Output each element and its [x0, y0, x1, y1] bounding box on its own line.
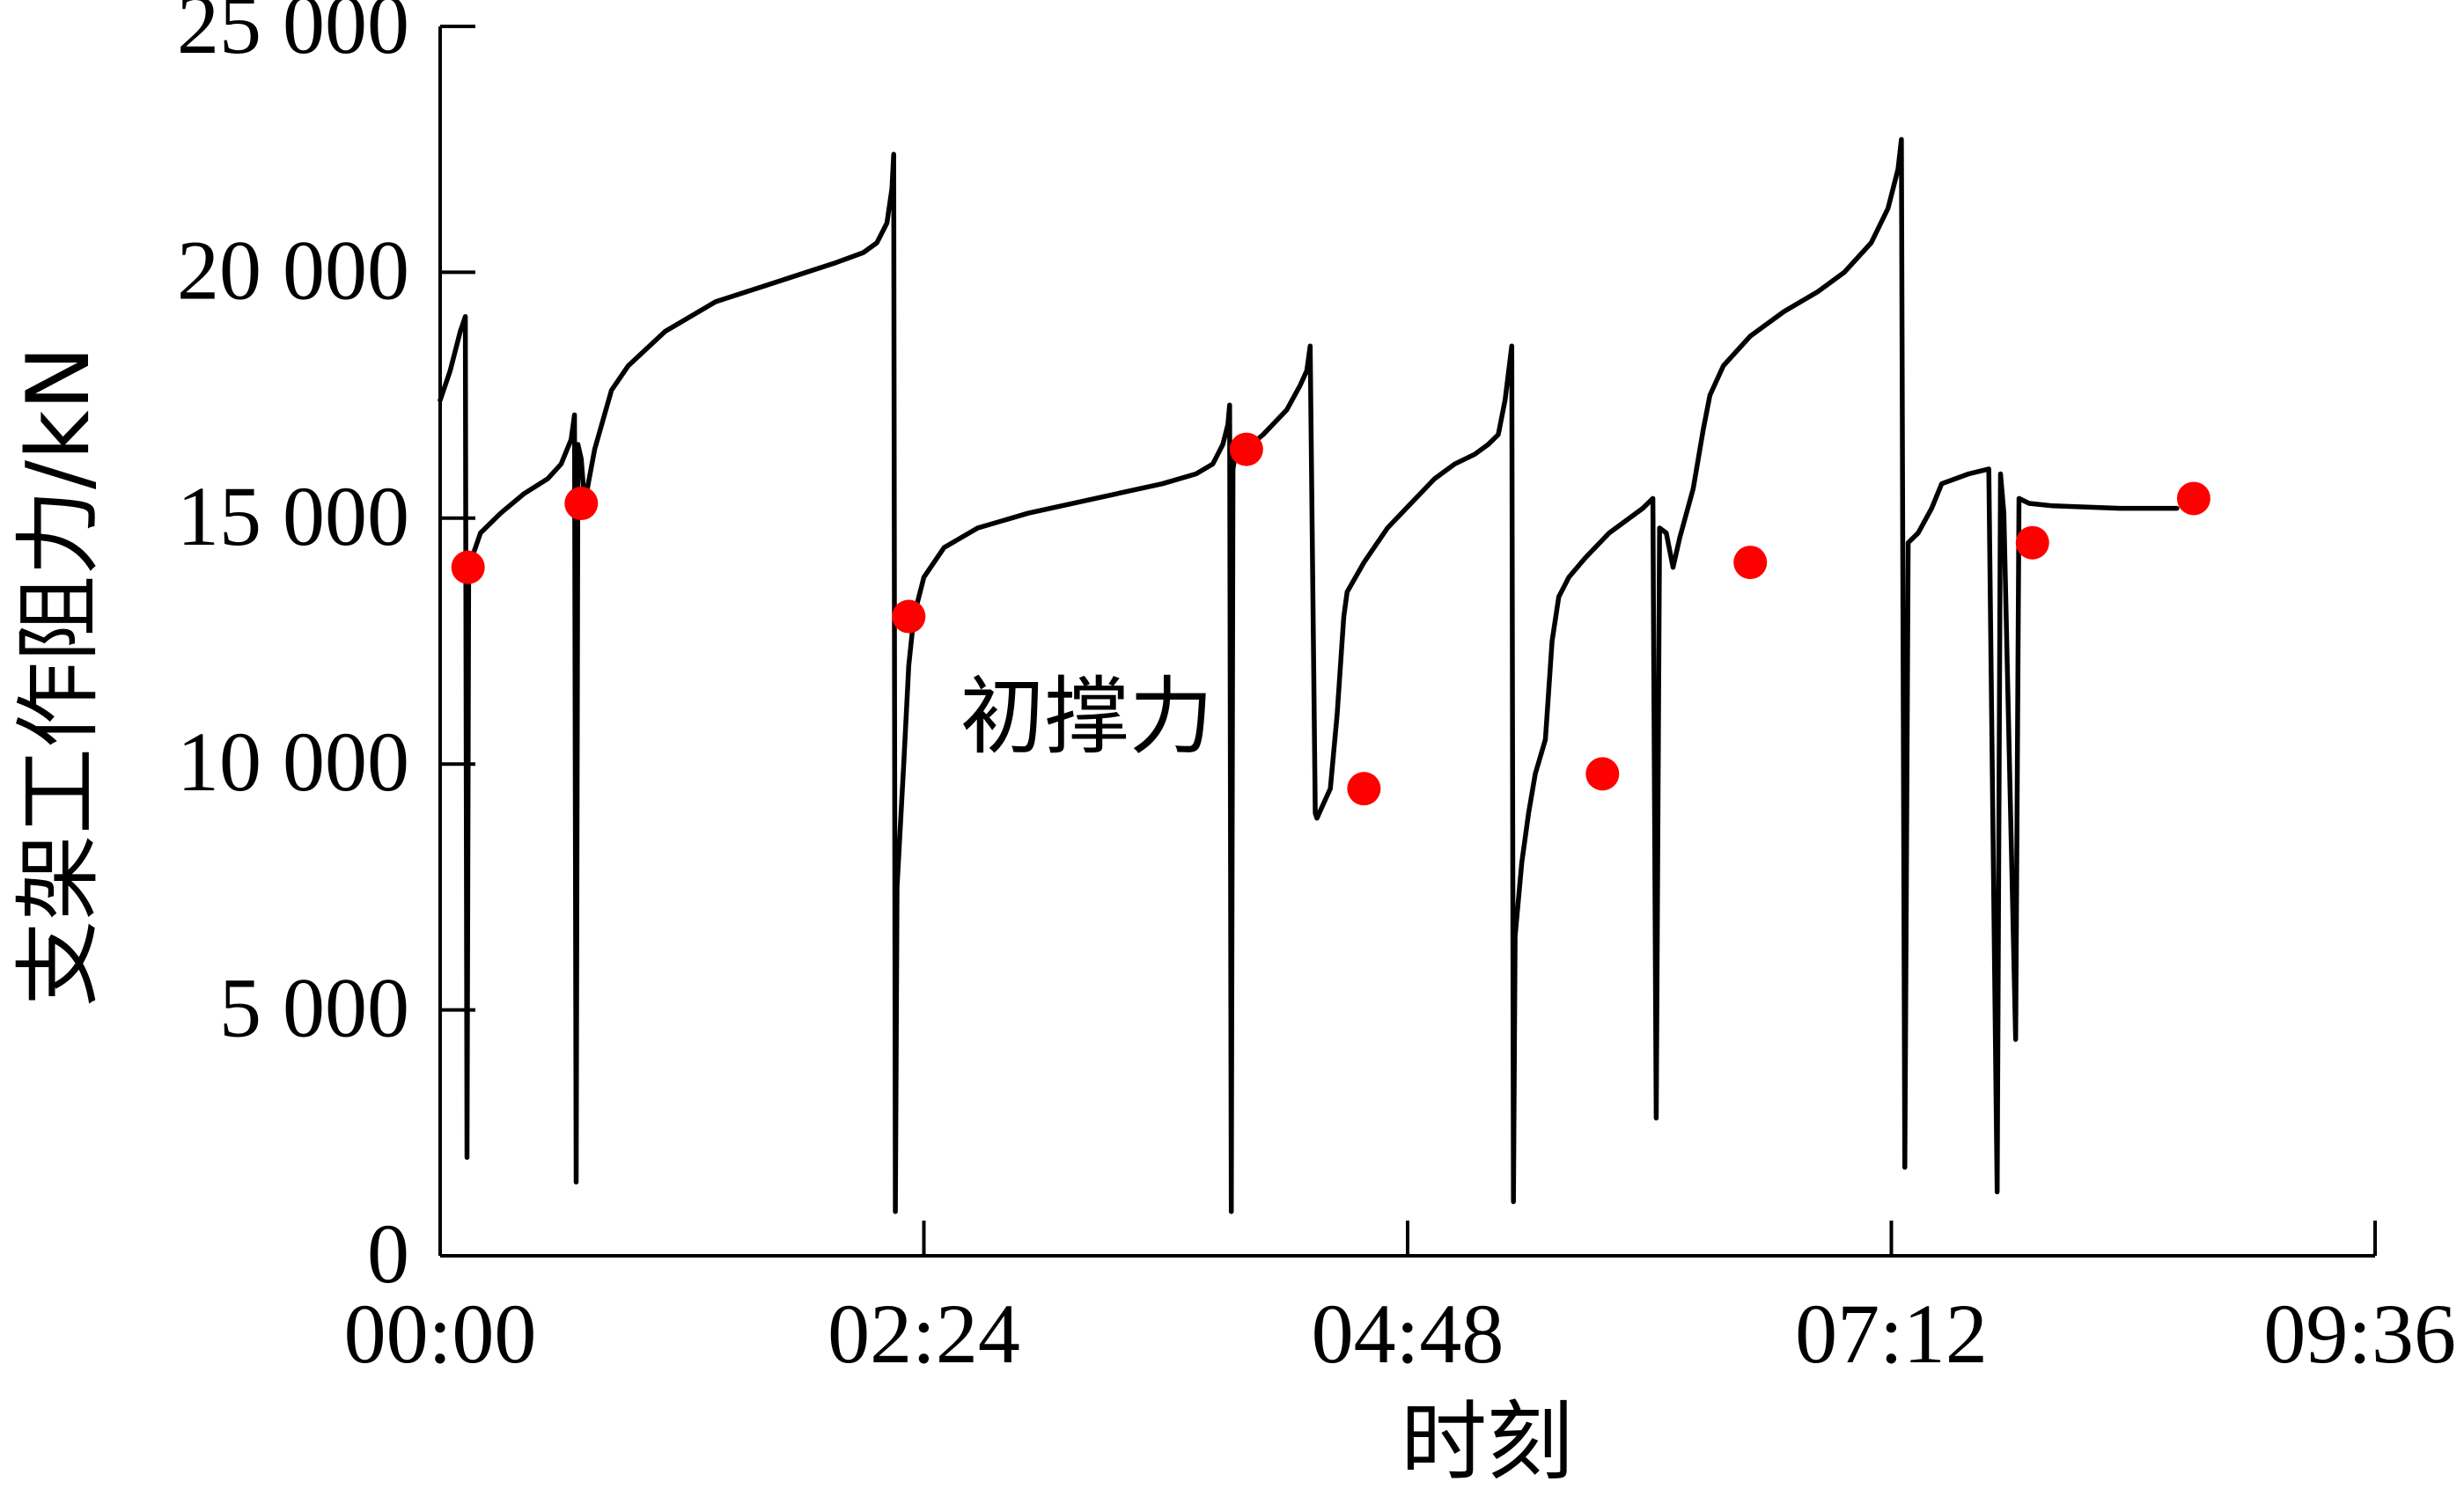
- initial-setting-force-marker: [2176, 481, 2210, 516]
- y-axis-ticks: 0 5 000 10 000 15 000 20 000 25 000: [177, 0, 475, 1301]
- initial-setting-force-marker: [1229, 432, 1263, 466]
- x-tick-label: 04:48: [1312, 1287, 1504, 1381]
- y-tick-label: 20 000: [177, 223, 409, 317]
- initial-setting-force-marker: [892, 599, 926, 634]
- y-tick-label: 25 000: [177, 0, 409, 71]
- x-tick-label: 07:12: [1795, 1287, 1988, 1381]
- initial-setting-force-markers: [451, 432, 2210, 806]
- y-tick-label: 0: [367, 1207, 409, 1301]
- x-tick-label: 00:00: [344, 1287, 537, 1381]
- x-tick-label: 09:36: [2263, 1287, 2456, 1381]
- initial-setting-force-marker: [564, 487, 599, 521]
- y-axis-title: 支架工作阻力/kN: [9, 346, 109, 1007]
- initial-setting-force-marker: [1585, 757, 1620, 791]
- series-line-working-resistance: [438, 136, 2180, 1214]
- initial-setting-force-marker: [1347, 772, 1381, 806]
- x-axis-ticks: 00:00 02:24 04:48 07:12 09:36: [344, 1221, 2456, 1381]
- annotation-initial-setting-force: 初撑力: [960, 667, 1214, 766]
- y-tick-label: 15 000: [177, 469, 409, 563]
- x-tick-label: 02:24: [827, 1287, 1020, 1381]
- initial-setting-force-marker: [1733, 546, 1768, 580]
- x-axis-title: 时刻: [1401, 1392, 1573, 1489]
- y-tick-label: 5 000: [219, 961, 409, 1055]
- initial-setting-force-marker: [451, 550, 485, 584]
- initial-setting-force-marker: [2015, 525, 2049, 560]
- y-tick-label: 10 000: [177, 715, 409, 809]
